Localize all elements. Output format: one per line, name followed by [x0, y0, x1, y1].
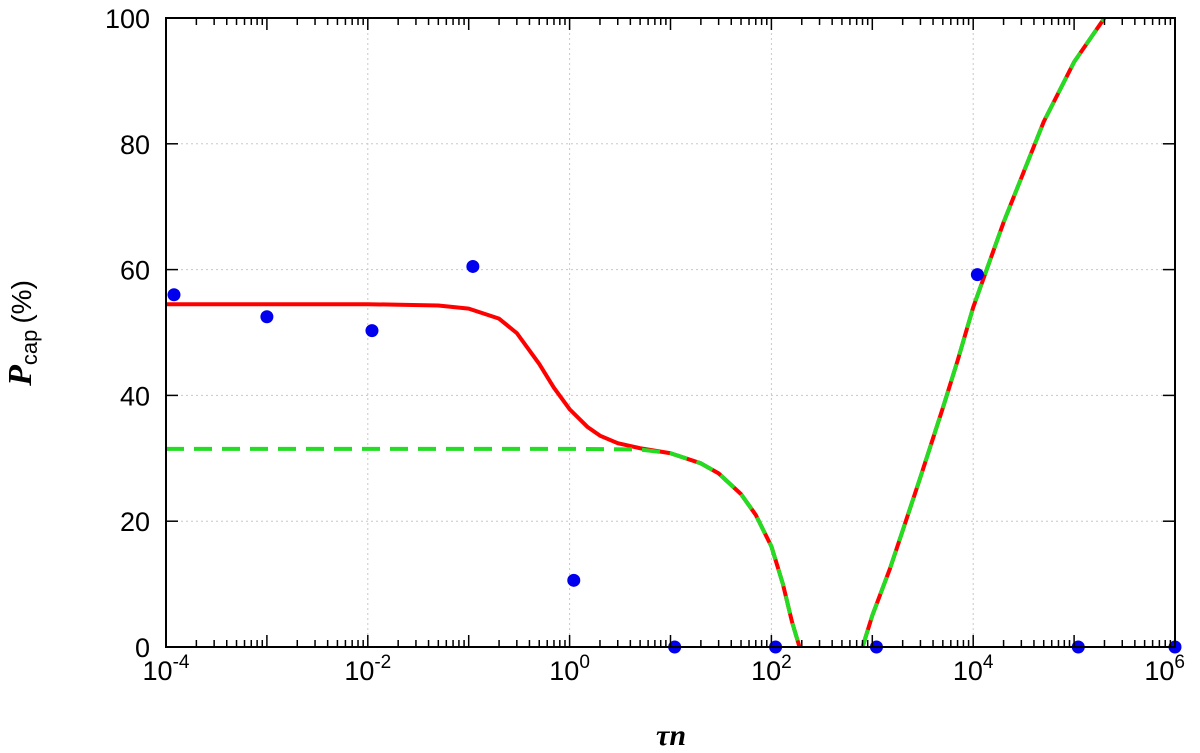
x-tick-base: 10: [549, 656, 579, 686]
data-points: [167, 259, 1182, 654]
y-axis-label: Pcap (%): [2, 280, 42, 387]
x-tick-labels: 10-4 10-2 100 102 104 106: [143, 652, 1185, 686]
data-point-8: [970, 268, 984, 282]
x-tick-exponent: 6: [1174, 652, 1185, 673]
x-tick-base: 10: [953, 656, 983, 686]
y-tick-label-0: 0: [135, 633, 150, 663]
x-tick-label-3: 102: [751, 652, 792, 686]
x-tick-label-1: 10-2: [344, 652, 391, 686]
x-tick-exponent: 2: [781, 652, 792, 673]
data-point-3: [466, 259, 480, 273]
y-tick-label-2: 40: [120, 381, 150, 411]
y-axis-label-subscript: cap: [17, 330, 42, 365]
data-point-2: [365, 324, 379, 338]
data-point-1: [260, 310, 274, 324]
x-tick-label-4: 104: [953, 652, 994, 686]
y-tick-label-1: 20: [120, 507, 150, 537]
x-tick-label-2: 100: [549, 652, 590, 686]
x-tick-base: 10: [1144, 656, 1174, 686]
series-1-segment-1: [860, 16, 1107, 648]
x-axis-label: τn: [656, 719, 686, 752]
x-tick-exponent: -2: [374, 652, 391, 673]
x-tick-exponent: -4: [173, 652, 190, 673]
y-axis-label-symbol: P: [2, 365, 39, 387]
y-tick-label-4: 80: [120, 130, 150, 160]
x-tick-base: 10: [143, 656, 173, 686]
series-0-segment-1: [860, 16, 1107, 648]
x-tick-base: 10: [344, 656, 374, 686]
y-tick-label-3: 60: [120, 256, 150, 286]
y-axis-label-unit: (%): [6, 280, 37, 324]
y-tick-label-5: 100: [105, 4, 150, 34]
ticks: [165, 17, 1175, 648]
data-point-0: [167, 288, 181, 302]
y-tick-labels: 0 20 40 60 80 100: [105, 4, 150, 663]
x-tick-label-5: 106: [1144, 652, 1185, 686]
plot-frame: [165, 17, 1176, 648]
x-tick-base: 10: [751, 656, 781, 686]
x-tick-label-0: 10-4: [143, 652, 190, 686]
x-tick-exponent: 4: [983, 652, 994, 673]
series-0-segment-0: [166, 302, 802, 648]
curves: [166, 16, 1107, 648]
data-point-4: [567, 573, 581, 587]
x-tick-exponent: 0: [579, 652, 590, 673]
series-1-segment-0: [166, 446, 802, 648]
grid: [165, 17, 1176, 648]
